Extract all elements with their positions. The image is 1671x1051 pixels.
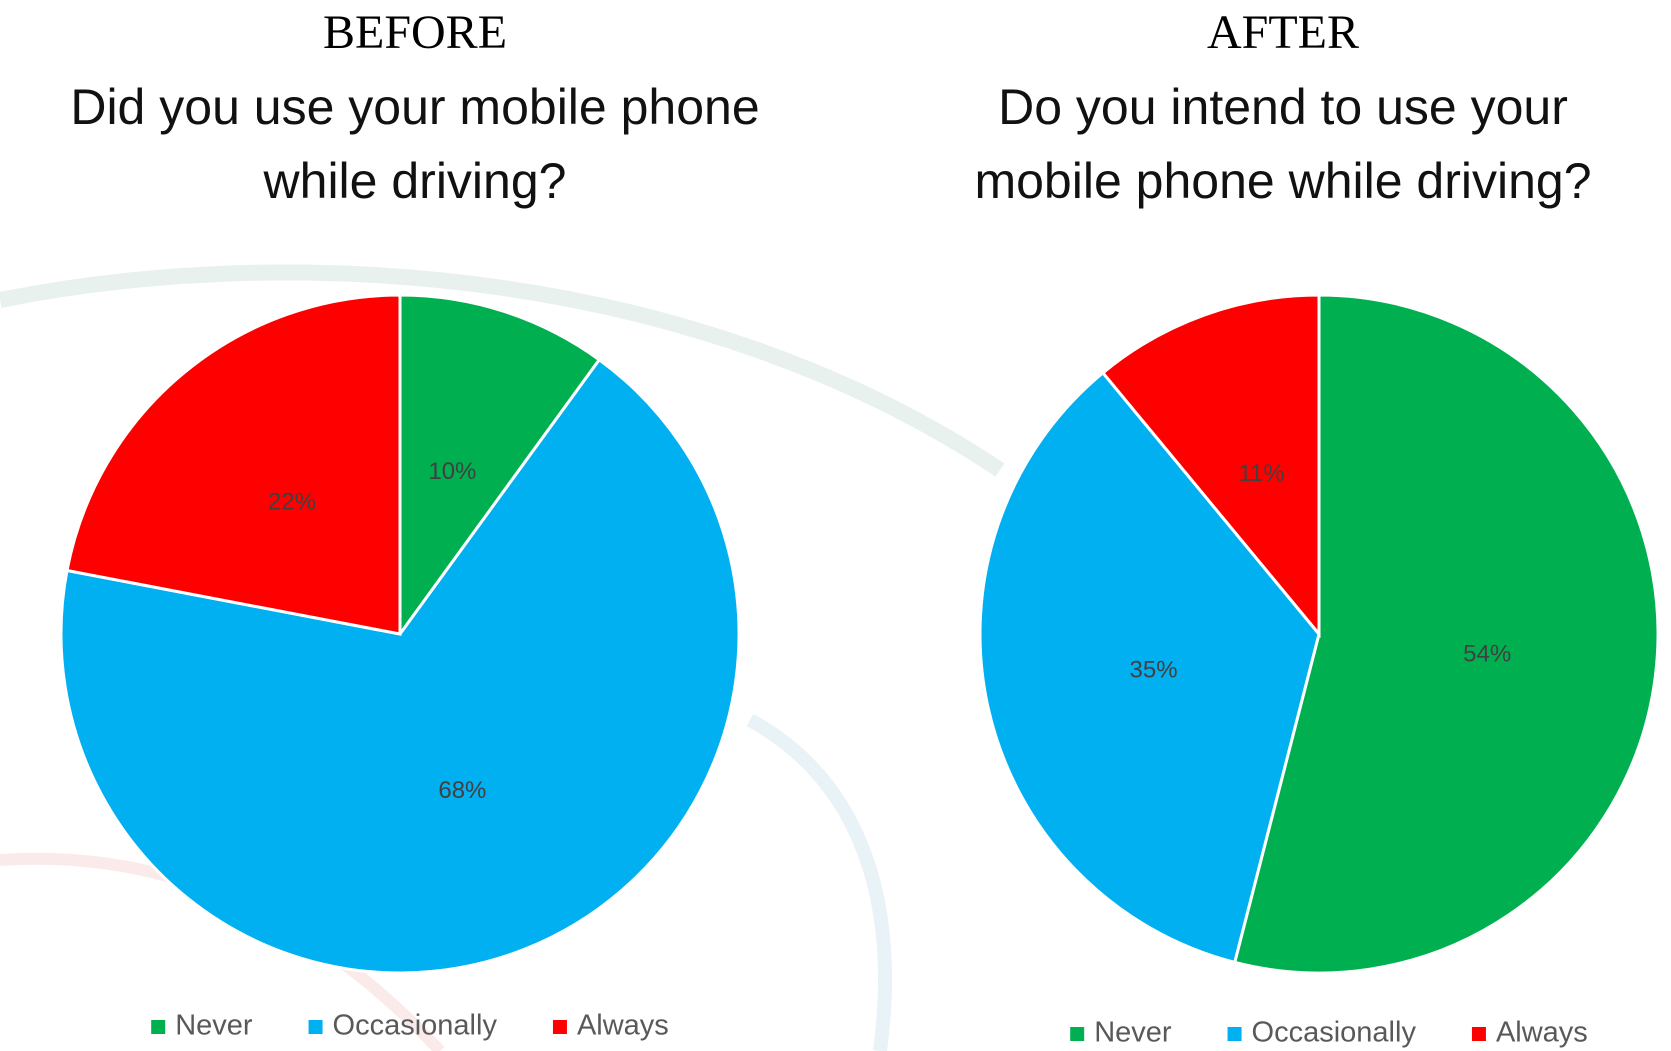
data-label: 22%: [268, 489, 316, 516]
chart-title: mobile phone while driving?: [974, 153, 1591, 209]
legend-swatch: [1227, 1027, 1242, 1041]
pie-slice: [59, 357, 741, 975]
data-label: 10%: [428, 458, 476, 485]
legend-swatch: [1471, 1027, 1486, 1041]
pie-slice: [398, 293, 602, 639]
pie-slice: [1100, 293, 1321, 639]
legend-label: Never: [1094, 1017, 1172, 1049]
background-swirl: [746, 713, 892, 1051]
pie-slice: [1232, 293, 1660, 975]
chart-heading: BEFORE: [323, 6, 507, 59]
data-label: 68%: [438, 777, 486, 804]
chart-title: Do you intend to use your: [998, 79, 1568, 135]
data-label: 54%: [1463, 641, 1511, 668]
pie-slice: [65, 293, 402, 636]
chart-heading: AFTER: [1207, 6, 1359, 59]
legend-swatch: [1070, 1027, 1085, 1041]
legend: Never Occasionally Always: [1070, 1017, 1588, 1049]
data-label: 35%: [1130, 656, 1178, 683]
legend-label: Always: [1496, 1017, 1588, 1049]
legend-swatch: [308, 1020, 323, 1034]
chart-title: while driving?: [263, 153, 567, 209]
chart-title: Did you use your mobile phone: [70, 79, 759, 135]
data-label: 11%: [1238, 460, 1284, 487]
background-swirl: [0, 264, 1005, 477]
legend-label: Never: [175, 1010, 253, 1042]
legend-swatch: [552, 1020, 567, 1034]
legend: Never Occasionally Always: [151, 1010, 669, 1042]
legend-label: Occasionally: [333, 1010, 498, 1042]
chart: BEFORE Did you use your mobile phone while…: [59, 6, 760, 1042]
legend-label: Occasionally: [1252, 1017, 1417, 1049]
legend-swatch: [151, 1020, 166, 1034]
chart: AFTER Do you intend to use your mobile pho…: [974, 6, 1660, 1049]
pie-slice: [978, 370, 1321, 965]
legend-label: Always: [577, 1010, 669, 1042]
